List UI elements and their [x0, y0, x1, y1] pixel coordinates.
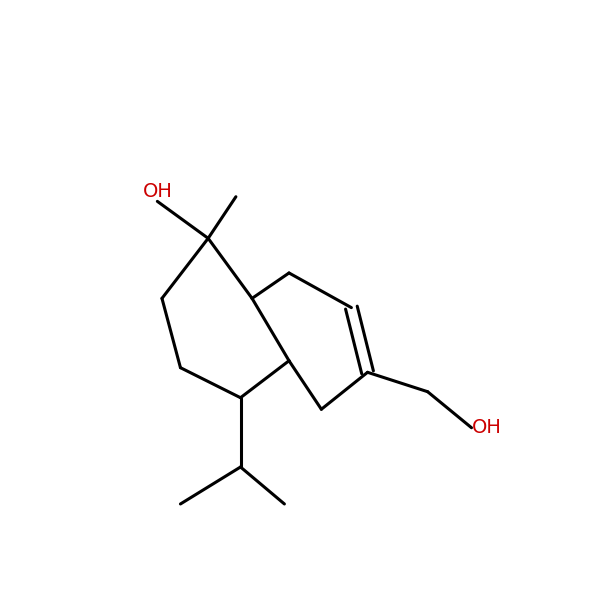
Text: OH: OH	[142, 182, 172, 202]
Text: OH: OH	[472, 418, 502, 437]
